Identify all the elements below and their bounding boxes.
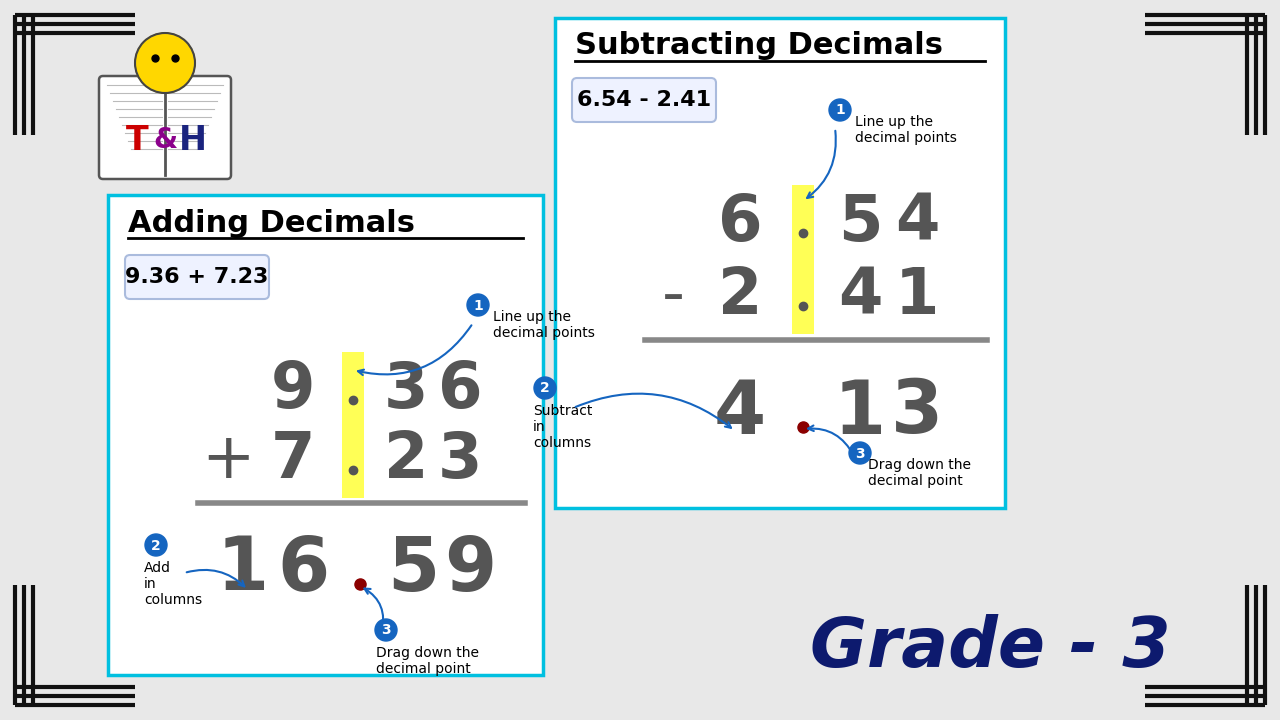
- Text: 3: 3: [384, 359, 429, 421]
- Text: 6: 6: [276, 534, 329, 606]
- Text: Line up the
decimal points: Line up the decimal points: [493, 310, 595, 340]
- Text: 3: 3: [438, 429, 483, 491]
- Text: -: -: [662, 265, 685, 327]
- Circle shape: [467, 294, 489, 316]
- Text: 9: 9: [444, 534, 497, 606]
- Text: 6.54 - 2.41: 6.54 - 2.41: [577, 90, 712, 110]
- FancyBboxPatch shape: [792, 185, 814, 334]
- Text: 4: 4: [838, 265, 882, 327]
- Circle shape: [849, 442, 870, 464]
- Text: 3: 3: [855, 446, 865, 461]
- Text: Line up the
decimal points: Line up the decimal points: [855, 115, 957, 145]
- Text: 1: 1: [474, 299, 483, 312]
- Text: 2: 2: [718, 265, 762, 327]
- Circle shape: [145, 534, 166, 556]
- Text: 1: 1: [895, 265, 940, 327]
- Text: 9.36 + 7.23: 9.36 + 7.23: [125, 267, 269, 287]
- Text: Drag down the
decimal point: Drag down the decimal point: [376, 646, 479, 676]
- Text: T: T: [125, 124, 148, 156]
- Text: Adding Decimals: Adding Decimals: [128, 209, 415, 238]
- Text: 4: 4: [714, 377, 767, 449]
- Text: 1: 1: [835, 377, 886, 449]
- FancyBboxPatch shape: [99, 76, 230, 179]
- Text: 3: 3: [381, 624, 390, 637]
- Text: 5: 5: [387, 534, 439, 606]
- Circle shape: [534, 377, 556, 399]
- Text: +: +: [201, 429, 255, 491]
- Text: H: H: [179, 124, 207, 156]
- Text: 2: 2: [384, 429, 429, 491]
- Text: 2: 2: [540, 382, 550, 395]
- Circle shape: [134, 33, 195, 93]
- FancyBboxPatch shape: [125, 255, 269, 299]
- Text: 1: 1: [216, 534, 269, 606]
- Text: Add
in
columns: Add in columns: [143, 561, 202, 608]
- Text: Drag down the
decimal point: Drag down the decimal point: [868, 458, 972, 488]
- Text: &: &: [152, 126, 177, 154]
- Text: 9: 9: [271, 359, 315, 421]
- Circle shape: [375, 619, 397, 641]
- Text: 2: 2: [151, 539, 161, 552]
- FancyBboxPatch shape: [556, 18, 1005, 508]
- Text: 3: 3: [891, 377, 943, 449]
- Text: Subtracting Decimals: Subtracting Decimals: [575, 32, 943, 60]
- FancyBboxPatch shape: [342, 352, 364, 498]
- Text: Grade - 3: Grade - 3: [810, 614, 1170, 682]
- FancyBboxPatch shape: [572, 78, 716, 122]
- Text: 1: 1: [835, 104, 845, 117]
- Text: 4: 4: [895, 192, 940, 254]
- Text: 7: 7: [271, 429, 315, 491]
- Text: 6: 6: [718, 192, 763, 254]
- Text: Subtract
in
columns: Subtract in columns: [532, 404, 593, 451]
- Circle shape: [829, 99, 851, 121]
- Text: 6: 6: [438, 359, 483, 421]
- FancyBboxPatch shape: [108, 195, 543, 675]
- Text: 5: 5: [837, 192, 882, 254]
